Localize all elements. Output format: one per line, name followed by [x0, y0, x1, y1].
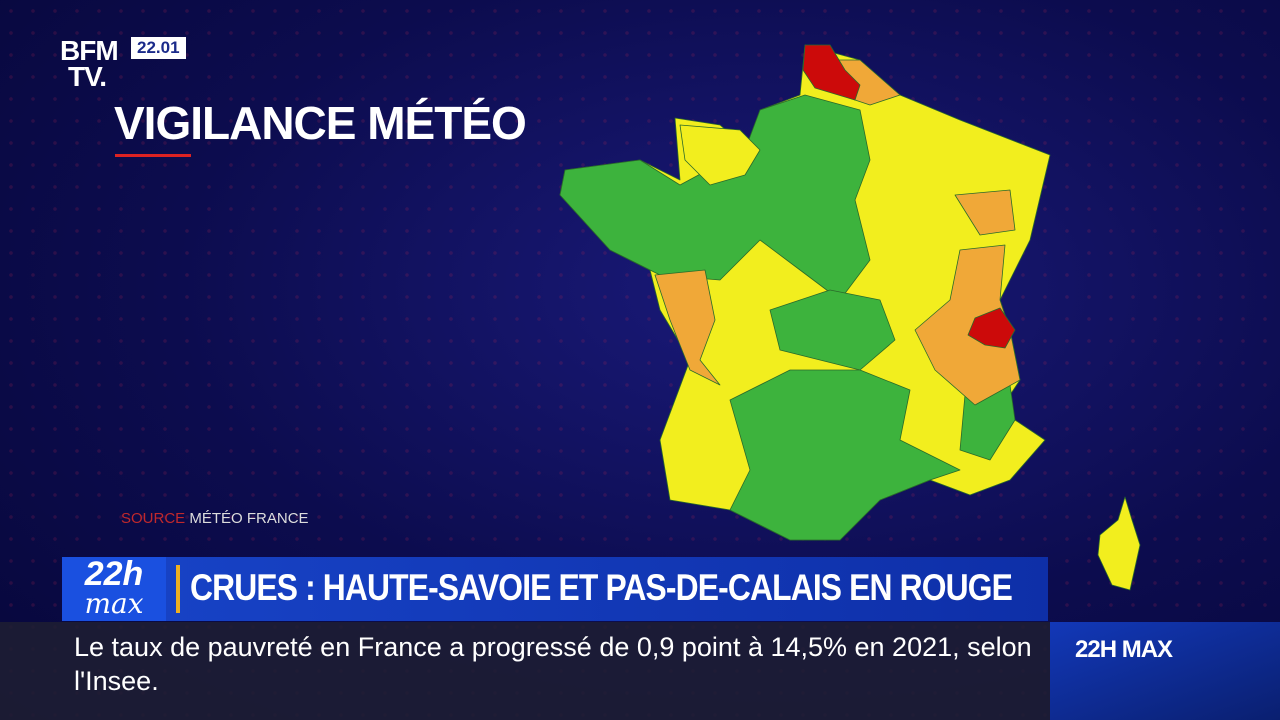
clock: 22.01: [131, 37, 186, 59]
region-orange: [914, 244, 1021, 406]
title-underline: [115, 154, 191, 157]
program-box: [1050, 622, 1280, 720]
separator: [176, 565, 180, 613]
logo: BFM: [60, 35, 119, 66]
ticker-text: Le taux de pauvreté en France a progress…: [74, 632, 1032, 696]
region-orange: [954, 189, 1016, 236]
region-red: [802, 44, 861, 101]
headline-banner: [62, 557, 1048, 621]
region-red: [967, 307, 1016, 349]
source-label: SOURCE: [121, 510, 186, 527]
show-name: 22h: [84, 555, 144, 593]
source: SOURCE MÉTÉO FRANCE: [121, 510, 309, 527]
ticker: [0, 622, 1050, 720]
source-name: MÉTÉO FRANCE: [189, 510, 309, 527]
region-green: [769, 289, 896, 371]
show-logo: 22h max: [62, 557, 166, 621]
title: VIGILANCE MÉTÉO: [114, 97, 527, 149]
show-name: max: [84, 587, 144, 620]
headline: CRUES : HAUTE-SAVOIE ET PAS-DE-CALAIS EN…: [190, 567, 1013, 608]
program-name: 22H MAX: [1075, 636, 1173, 663]
region-green: [559, 94, 871, 301]
region-yellow: [679, 124, 761, 186]
logo: TV.: [68, 61, 107, 92]
region-orange: [654, 269, 721, 386]
corsica: [1097, 496, 1141, 591]
region-green: [729, 369, 961, 541]
